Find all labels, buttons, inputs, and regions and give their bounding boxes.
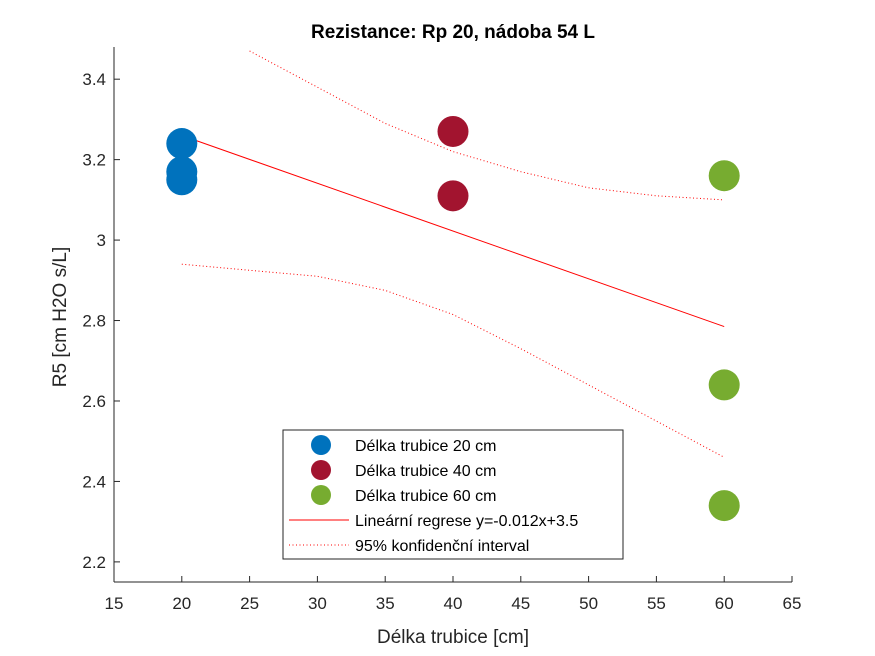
y-tick-label: 3.2 bbox=[82, 151, 106, 170]
x-tick-label: 50 bbox=[579, 594, 598, 613]
y-tick-label: 2.6 bbox=[82, 392, 106, 411]
data-point-s0-p0 bbox=[166, 128, 198, 160]
x-tick-label: 15 bbox=[105, 594, 124, 613]
data-point-s2-p1 bbox=[708, 369, 740, 401]
ci-upper-line bbox=[249, 50, 725, 201]
x-tick-label: 25 bbox=[240, 594, 259, 613]
legend-label-regression: Lineární regrese y=-0.012x+3.5 bbox=[355, 513, 578, 530]
chart-title: Rezistance: Rp 20, nádoba 54 L bbox=[311, 22, 595, 43]
legend-marker-0 bbox=[311, 435, 331, 455]
y-tick-label: 2.4 bbox=[82, 472, 106, 491]
x-tick-label: 60 bbox=[715, 594, 734, 613]
x-tick-label: 30 bbox=[308, 594, 327, 613]
y-tick-label: 3.4 bbox=[82, 70, 106, 89]
plot-area bbox=[166, 50, 740, 522]
y-tick-label: 2.8 bbox=[82, 312, 106, 331]
data-point-s1-p1 bbox=[437, 180, 469, 212]
x-tick-label: 40 bbox=[444, 594, 463, 613]
legend-label-0: Délka trubice 20 cm bbox=[355, 438, 496, 455]
legend: Délka trubice 20 cm Délka trubice 40 cm Dé… bbox=[282, 429, 624, 560]
legend-marker-1 bbox=[311, 460, 331, 480]
ci-lower-line bbox=[181, 263, 725, 458]
legend-marker-2 bbox=[311, 485, 331, 505]
y-axis-label: R5 [cm H2O s/L] bbox=[50, 247, 71, 387]
legend-label-2: Délka trubice 60 cm bbox=[355, 488, 496, 505]
legend-label-ci: 95% konfidenční interval bbox=[355, 538, 529, 555]
x-axis-label: Délka trubice [cm] bbox=[377, 627, 529, 648]
data-point-s0-p2 bbox=[166, 164, 198, 196]
x-tick-label: 65 bbox=[783, 594, 802, 613]
x-tick-label: 55 bbox=[647, 594, 666, 613]
x-tick-label: 20 bbox=[172, 594, 191, 613]
x-tick-label: 35 bbox=[376, 594, 395, 613]
data-point-s2-p2 bbox=[708, 490, 740, 522]
y-tick-label: 3 bbox=[97, 231, 106, 250]
legend-box bbox=[282, 429, 624, 560]
legend-label-1: Délka trubice 40 cm bbox=[355, 463, 496, 480]
y-tick-label: 2.2 bbox=[82, 553, 106, 572]
data-point-s2-p0 bbox=[708, 160, 740, 192]
axes: 15 20 25 30 35 40 45 50 55 60 65 2.2 2.4 2.6 2.8 3 3.2 3.… bbox=[82, 47, 801, 613]
regression-line bbox=[181, 135, 725, 328]
data-point-s1-p0 bbox=[437, 115, 469, 147]
x-tick-label: 45 bbox=[511, 594, 530, 613]
